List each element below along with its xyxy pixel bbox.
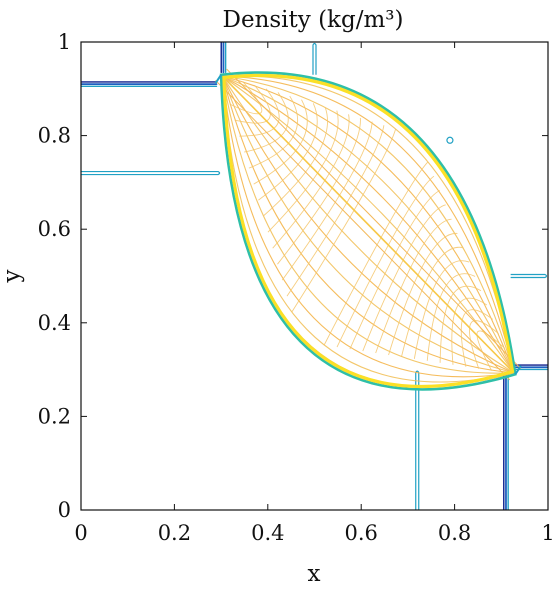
x-tick-label-5: 1 bbox=[541, 521, 554, 545]
axes-group bbox=[80, 41, 549, 511]
y-tick-label-2: 0.4 bbox=[38, 311, 71, 335]
chart-title: Density (kg/m³) bbox=[223, 7, 404, 33]
lens-fiber-a-13 bbox=[291, 128, 397, 313]
lens-fiber-b-10 bbox=[362, 204, 446, 352]
x-axis-ticks: 0 0.2 0.4 0.6 0.8 1 bbox=[74, 42, 554, 545]
lens-fiber-b-13 bbox=[323, 161, 429, 346]
lens-fiber-b-7 bbox=[401, 246, 464, 358]
lens-corner-connector-0 bbox=[214, 74, 222, 84]
y-tick-label-4: 0.8 bbox=[38, 124, 71, 148]
lens-diagonal-streak-0 bbox=[215, 80, 511, 381]
thin-contour-thin-top bbox=[312, 42, 317, 75]
lens-fiber-a-1 bbox=[234, 84, 271, 124]
x-tick-label-3: 0.6 bbox=[344, 521, 377, 545]
y-axis-ticks: 0 0.2 0.4 0.6 0.8 1 bbox=[38, 30, 548, 522]
x-tick-label-0: 0 bbox=[74, 521, 87, 545]
lens-fiber-a-10 bbox=[277, 117, 361, 265]
lens-fiber-a-9 bbox=[272, 114, 350, 249]
lens-fiber-b-5 bbox=[426, 273, 476, 361]
density-lens bbox=[214, 68, 522, 391]
thin-contour-thin-right bbox=[510, 273, 548, 279]
lens-fiber-b-11 bbox=[349, 190, 440, 350]
y-axis-label: y bbox=[0, 270, 25, 284]
lens-diagonal-streak-2 bbox=[226, 68, 522, 370]
lens-fiber-a-2 bbox=[239, 88, 280, 137]
lens-fiber-b-6 bbox=[413, 260, 470, 359]
x-tick-label-4: 0.8 bbox=[438, 521, 471, 545]
lens-fiber-b-1 bbox=[469, 320, 499, 369]
lens-fiber-a-8 bbox=[267, 110, 339, 233]
lens-fiber-a-5 bbox=[253, 99, 308, 185]
lens-fiber-a-6 bbox=[258, 103, 318, 201]
y-tick-label-5: 1 bbox=[58, 30, 71, 54]
plot-frame bbox=[80, 41, 549, 511]
lens-fiber-b-12 bbox=[336, 175, 435, 348]
x-tick-label-1: 0.2 bbox=[158, 521, 191, 545]
lens-fiber-b-9 bbox=[375, 218, 452, 354]
lens-fiber-a-0 bbox=[229, 81, 263, 115]
lens-fiber-b-0 bbox=[476, 330, 505, 371]
lens-fiber-b-3 bbox=[451, 297, 488, 365]
lens-fiber-a-7 bbox=[262, 106, 328, 217]
contact-lines bbox=[81, 42, 548, 510]
chart-title-group: Density (kg/m³) bbox=[223, 7, 404, 33]
y-tick-label-0: 0 bbox=[58, 498, 71, 522]
y-tick-label-1: 0.2 bbox=[38, 404, 71, 428]
small-contour-point-group bbox=[446, 136, 454, 144]
x-axis-label: x bbox=[308, 561, 321, 585]
thin-contour-thin-left bbox=[81, 170, 221, 176]
small-contour-point bbox=[446, 136, 454, 144]
lens-boundary-inner bbox=[222, 73, 515, 388]
y-tick-label-3: 0.6 bbox=[38, 217, 71, 241]
lens-corner-connector-1 bbox=[514, 365, 522, 375]
lens-fiber-a-12 bbox=[286, 125, 385, 297]
x-tick-label-2: 0.4 bbox=[251, 521, 284, 545]
lens-boundary-outer bbox=[219, 71, 517, 391]
lens-fiber-a-3 bbox=[244, 92, 289, 153]
lens-fiber-b-8 bbox=[388, 233, 458, 356]
plot-area bbox=[81, 42, 548, 510]
lens-fiber-b-2 bbox=[460, 309, 494, 367]
lens-fiber-a-11 bbox=[281, 121, 373, 281]
lens-diagonal-streak-1 bbox=[220, 74, 516, 375]
